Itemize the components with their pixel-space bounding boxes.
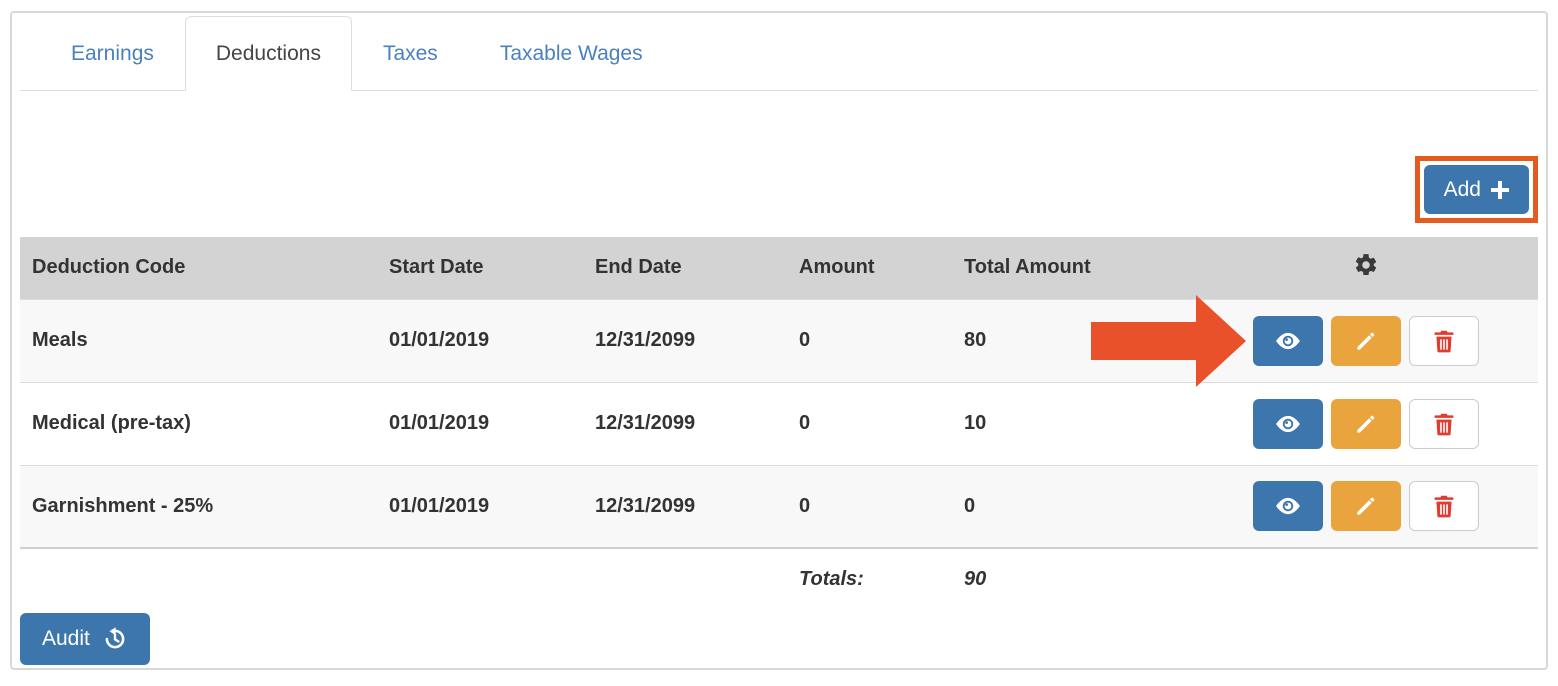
- header-end-date: End Date: [583, 237, 787, 299]
- trash-icon: [1431, 328, 1457, 354]
- gear-icon[interactable]: [1353, 252, 1379, 278]
- history-icon: [102, 626, 128, 652]
- cell-amount: 0: [799, 412, 811, 434]
- deductions-table: Deduction Code Start Date End Date Amoun…: [20, 237, 1538, 610]
- add-button-label: Add: [1443, 177, 1481, 201]
- cell-total-amount: 0: [964, 494, 976, 517]
- cell-start-date: 01/01/2019: [389, 329, 490, 351]
- deductions-panel: Earnings Deductions Taxes Taxable Wages …: [10, 11, 1548, 670]
- delete-button[interactable]: [1408, 398, 1479, 449]
- header-total-amount: Total Amount: [952, 237, 1193, 299]
- edit-button[interactable]: [1330, 481, 1401, 532]
- delete-button[interactable]: [1408, 315, 1479, 366]
- pencil-icon: [1353, 328, 1379, 354]
- add-button[interactable]: Add: [1423, 165, 1529, 214]
- cell-deduction-code: Meals: [32, 329, 88, 351]
- audit-button[interactable]: Audit: [20, 613, 150, 665]
- tab-bar: Earnings Deductions Taxes Taxable Wages: [20, 13, 1538, 91]
- cell-deduction-code: Medical (pre-tax): [32, 412, 191, 434]
- cell-end-date: 12/31/2099: [595, 412, 696, 434]
- cell-actions: [1091, 294, 1538, 387]
- trash-icon: [1431, 493, 1457, 519]
- eye-icon: [1273, 409, 1303, 439]
- eye-icon: [1273, 326, 1303, 356]
- cell-start-date: 01/01/2019: [389, 412, 490, 434]
- header-deduction-code: Deduction Code: [20, 237, 377, 299]
- eye-icon: [1273, 491, 1303, 521]
- cell-actions: [1193, 465, 1538, 548]
- edit-button[interactable]: [1330, 398, 1401, 449]
- view-button[interactable]: [1252, 398, 1323, 449]
- add-button-highlight-box: Add: [1414, 156, 1538, 223]
- trash-icon: [1431, 411, 1457, 437]
- totals-label: Totals:: [799, 568, 864, 590]
- table-row: Meals 01/01/2019 12/31/2099 0 80: [20, 294, 1538, 387]
- delete-button[interactable]: [1408, 481, 1479, 532]
- cell-actions: [1193, 382, 1538, 465]
- audit-button-label: Audit: [42, 627, 90, 650]
- cell-end-date: 12/31/2099: [595, 494, 696, 517]
- plus-icon: [1491, 180, 1509, 199]
- header-start-date: Start Date: [377, 237, 583, 299]
- cell-end-date: 12/31/2099: [595, 329, 696, 351]
- tab-deductions[interactable]: Deductions: [184, 16, 352, 91]
- tab-taxes[interactable]: Taxes: [382, 41, 438, 65]
- header-amount: Amount: [787, 237, 952, 299]
- view-button[interactable]: [1252, 481, 1323, 532]
- cell-amount: 0: [799, 494, 811, 517]
- cell-deduction-code: Garnishment - 25%: [32, 494, 214, 517]
- header-actions: [1193, 237, 1538, 299]
- table-header-row: Deduction Code Start Date End Date Amoun…: [20, 237, 1538, 299]
- pencil-icon: [1353, 493, 1379, 519]
- cell-start-date: 01/01/2019: [389, 494, 490, 517]
- cell-total-amount: 80: [964, 329, 987, 351]
- pencil-icon: [1353, 411, 1379, 437]
- totals-value: 90: [964, 568, 987, 590]
- table-row: Garnishment - 25% 01/01/2019 12/31/2099 …: [20, 465, 1538, 548]
- edit-button[interactable]: [1330, 315, 1401, 366]
- cell-total-amount: 10: [964, 412, 987, 434]
- tab-earnings[interactable]: Earnings: [71, 41, 154, 65]
- view-button[interactable]: [1252, 315, 1323, 366]
- cell-amount: 0: [799, 329, 811, 351]
- toolbar: Add: [20, 156, 1538, 223]
- footer: Audit: [20, 613, 1538, 665]
- tab-taxable-wages[interactable]: Taxable Wages: [499, 41, 643, 65]
- totals-row: Totals: 90: [20, 548, 1538, 610]
- table-row: Medical (pre-tax) 01/01/2019 12/31/2099 …: [20, 382, 1538, 465]
